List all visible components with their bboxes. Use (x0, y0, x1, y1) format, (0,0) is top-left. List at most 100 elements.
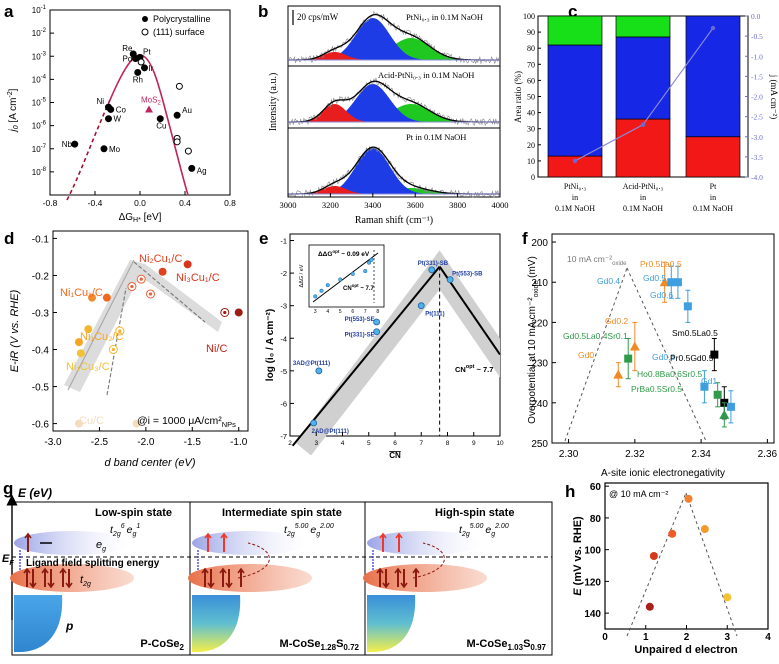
d-point-open-center (139, 277, 143, 281)
e-inset-point (313, 294, 318, 299)
d-point-open-center (223, 310, 227, 315)
g-material-label: P-CoSe2 (140, 638, 184, 652)
c-y2tick-label: -2.0 (751, 93, 763, 102)
panel-h: h @ 10 mA cm⁻² E (mV vs. RHE) Unpaired d… (565, 482, 771, 656)
e-point (417, 302, 425, 310)
panel-a-plot: Nb Mo WCo Ni Re Pd Pt Ir Rh Cu Au Ag MoS2 Polycrysta… (49, 9, 231, 201)
panel-h-xlabel: Unpaired d electron (634, 644, 738, 656)
a-point-label: Pt (143, 47, 151, 56)
f-point-label: Gd0.8 (652, 352, 675, 362)
e-point-label: Pt(111) (425, 312, 444, 318)
c-bar-red (615, 118, 671, 178)
c-bar-blue (615, 36, 671, 120)
g-spin-arrow-head (201, 567, 209, 574)
f-point-label: PrBa0.5Sr0.5 (631, 384, 682, 394)
e-xtick-label: 10 (496, 440, 504, 447)
e-xtick-label: 4 (341, 440, 345, 447)
g-config-e-sup: 2.00 (494, 523, 509, 530)
c-ytick-label: 100 (523, 12, 535, 21)
g-material-label: M-CoSe1.28S0.72 (280, 638, 360, 652)
e-xtick-label: 2 (288, 440, 292, 447)
panel-b: b 20 cps/mW PtNi₀.₃ in 0.1M NaOH Acid-Pt… (258, 2, 509, 226)
e-xtick-label: 3 (314, 440, 318, 447)
d-ytick-label: -0.2 (32, 271, 50, 282)
panel-g-state-3: High-spin state (435, 507, 514, 519)
e-point-label: Pt(553)-SB (452, 272, 483, 278)
e-inset-xtick-label: 5 (339, 309, 342, 315)
a-ytick-base: 10 (32, 168, 41, 177)
f-point-label: Gd0.2 (605, 316, 628, 326)
c-y2tick-label: 0.0 (751, 12, 761, 21)
e-ytick-label: -6 (280, 399, 287, 408)
c-bar-blue (547, 44, 603, 157)
a-point (105, 115, 112, 123)
a-xtick-label: 0.0 (134, 198, 146, 208)
c-ytick-label: 70 (527, 60, 535, 69)
a-xtick-label: -0.8 (43, 198, 58, 208)
c-y2tick-label: -4.0 (751, 173, 763, 182)
e-inset-xtick-label: 4 (326, 309, 329, 315)
d-ytick-label: -0.4 (32, 346, 50, 357)
panel-e-inset-ylabel: ΔΔG / eV (299, 264, 305, 287)
e-ytick-label: -4 (280, 334, 287, 343)
e-xtick-label: 8 (446, 440, 450, 447)
panel-b-spectrum-label-3: Pt in 0.1M NaOH (406, 132, 466, 142)
a-ytick-label: 10-8 (32, 167, 47, 177)
c-current-point (572, 158, 578, 164)
c-ytick-label: 60 (527, 76, 535, 85)
e-inset-xtick-label: 6 (351, 309, 354, 315)
panel-d-frame (52, 230, 249, 432)
panel-f-ylabel: Overpotential at 10 mA cm⁻²oxide (mV) (527, 256, 540, 424)
c-category-label: in (572, 193, 578, 202)
a-point-label: Au (182, 106, 192, 115)
e-point (315, 367, 323, 375)
panel-f-trend-right (626, 267, 707, 442)
panel-d-label-ni3cu1: Ni₃Cu₁/C (176, 272, 220, 284)
panel-e-inset-fit (312, 252, 379, 303)
panel-e-inset-cn: CNopt ~ 7.7 (343, 283, 375, 292)
g-t2g-label: t2g (80, 574, 91, 588)
e-point (428, 266, 436, 274)
c-category-label: in (710, 193, 716, 202)
b-band-red (288, 186, 500, 194)
f-xtick-label: 2.34 (691, 449, 711, 460)
panel-e-ylabel: log (i₀ / A cm⁻²) (265, 309, 276, 381)
panel-b-xlabel: Raman shift (cm⁻¹) (355, 215, 433, 226)
a-mos2-main: MoS (141, 95, 157, 104)
panel-a-xlabel: ΔGH* [eV] (119, 212, 162, 224)
e-inset-xtick-label: 3 (314, 309, 317, 315)
d-xtick-label: -3.0 (44, 437, 62, 448)
panel-d-label-ni1cu1: Ni₁Cu₁/C (60, 287, 103, 299)
e-ytick-label: -2 (280, 269, 287, 278)
panel-g-letter: g (3, 479, 13, 498)
h-ytick-label: 100 (584, 546, 601, 557)
panel-d-label-ni1cu2: Ni₁Cu₂/C (80, 331, 123, 343)
panel-b-spectrum-label-1: PtNi₀.₃ in 0.1M NaOH (406, 12, 483, 22)
f-point-square (683, 302, 692, 311)
g-splitting-label: Ligand field splitting energy (26, 558, 160, 569)
c-category-label: 0.1M NaOH (693, 204, 733, 213)
g-material-sub: 2 (180, 643, 185, 652)
g-config-e-sub: g (316, 531, 320, 538)
c-y2tick-label: -2.5 (751, 113, 763, 122)
e-inset-point (369, 257, 374, 262)
a-point (105, 103, 112, 111)
panel-e-inset: ΔΔGopt ~ 0.09 eV CNopt ~ 7.7 ΔΔG / eV 3 4… (299, 244, 385, 315)
a-ytick-label: 10-6 (32, 121, 47, 131)
e-xtick-label: 6 (393, 440, 397, 447)
e-inset-point (319, 288, 324, 293)
panel-g-state-2: Intermediate spin state (222, 507, 342, 519)
c-ytick-label: 10 (527, 157, 535, 166)
c-y2tick-label: -1.5 (751, 72, 763, 81)
panel-d-ylabel: E-iR (V vs. RHE) (9, 289, 21, 372)
f-ytick-label: 210 (531, 278, 548, 289)
panel-d-label-cuc: Cu/C (79, 415, 104, 427)
h-xtick-label: 4 (765, 632, 771, 643)
f-point-label: Sm0.5La0.5 (672, 328, 718, 338)
c-bar-red (685, 136, 741, 178)
c-category-label: in (640, 193, 646, 202)
g-material-main: M-CoSe (467, 638, 508, 650)
legend-label-polycrystalline: Polycrystalline (153, 14, 211, 24)
